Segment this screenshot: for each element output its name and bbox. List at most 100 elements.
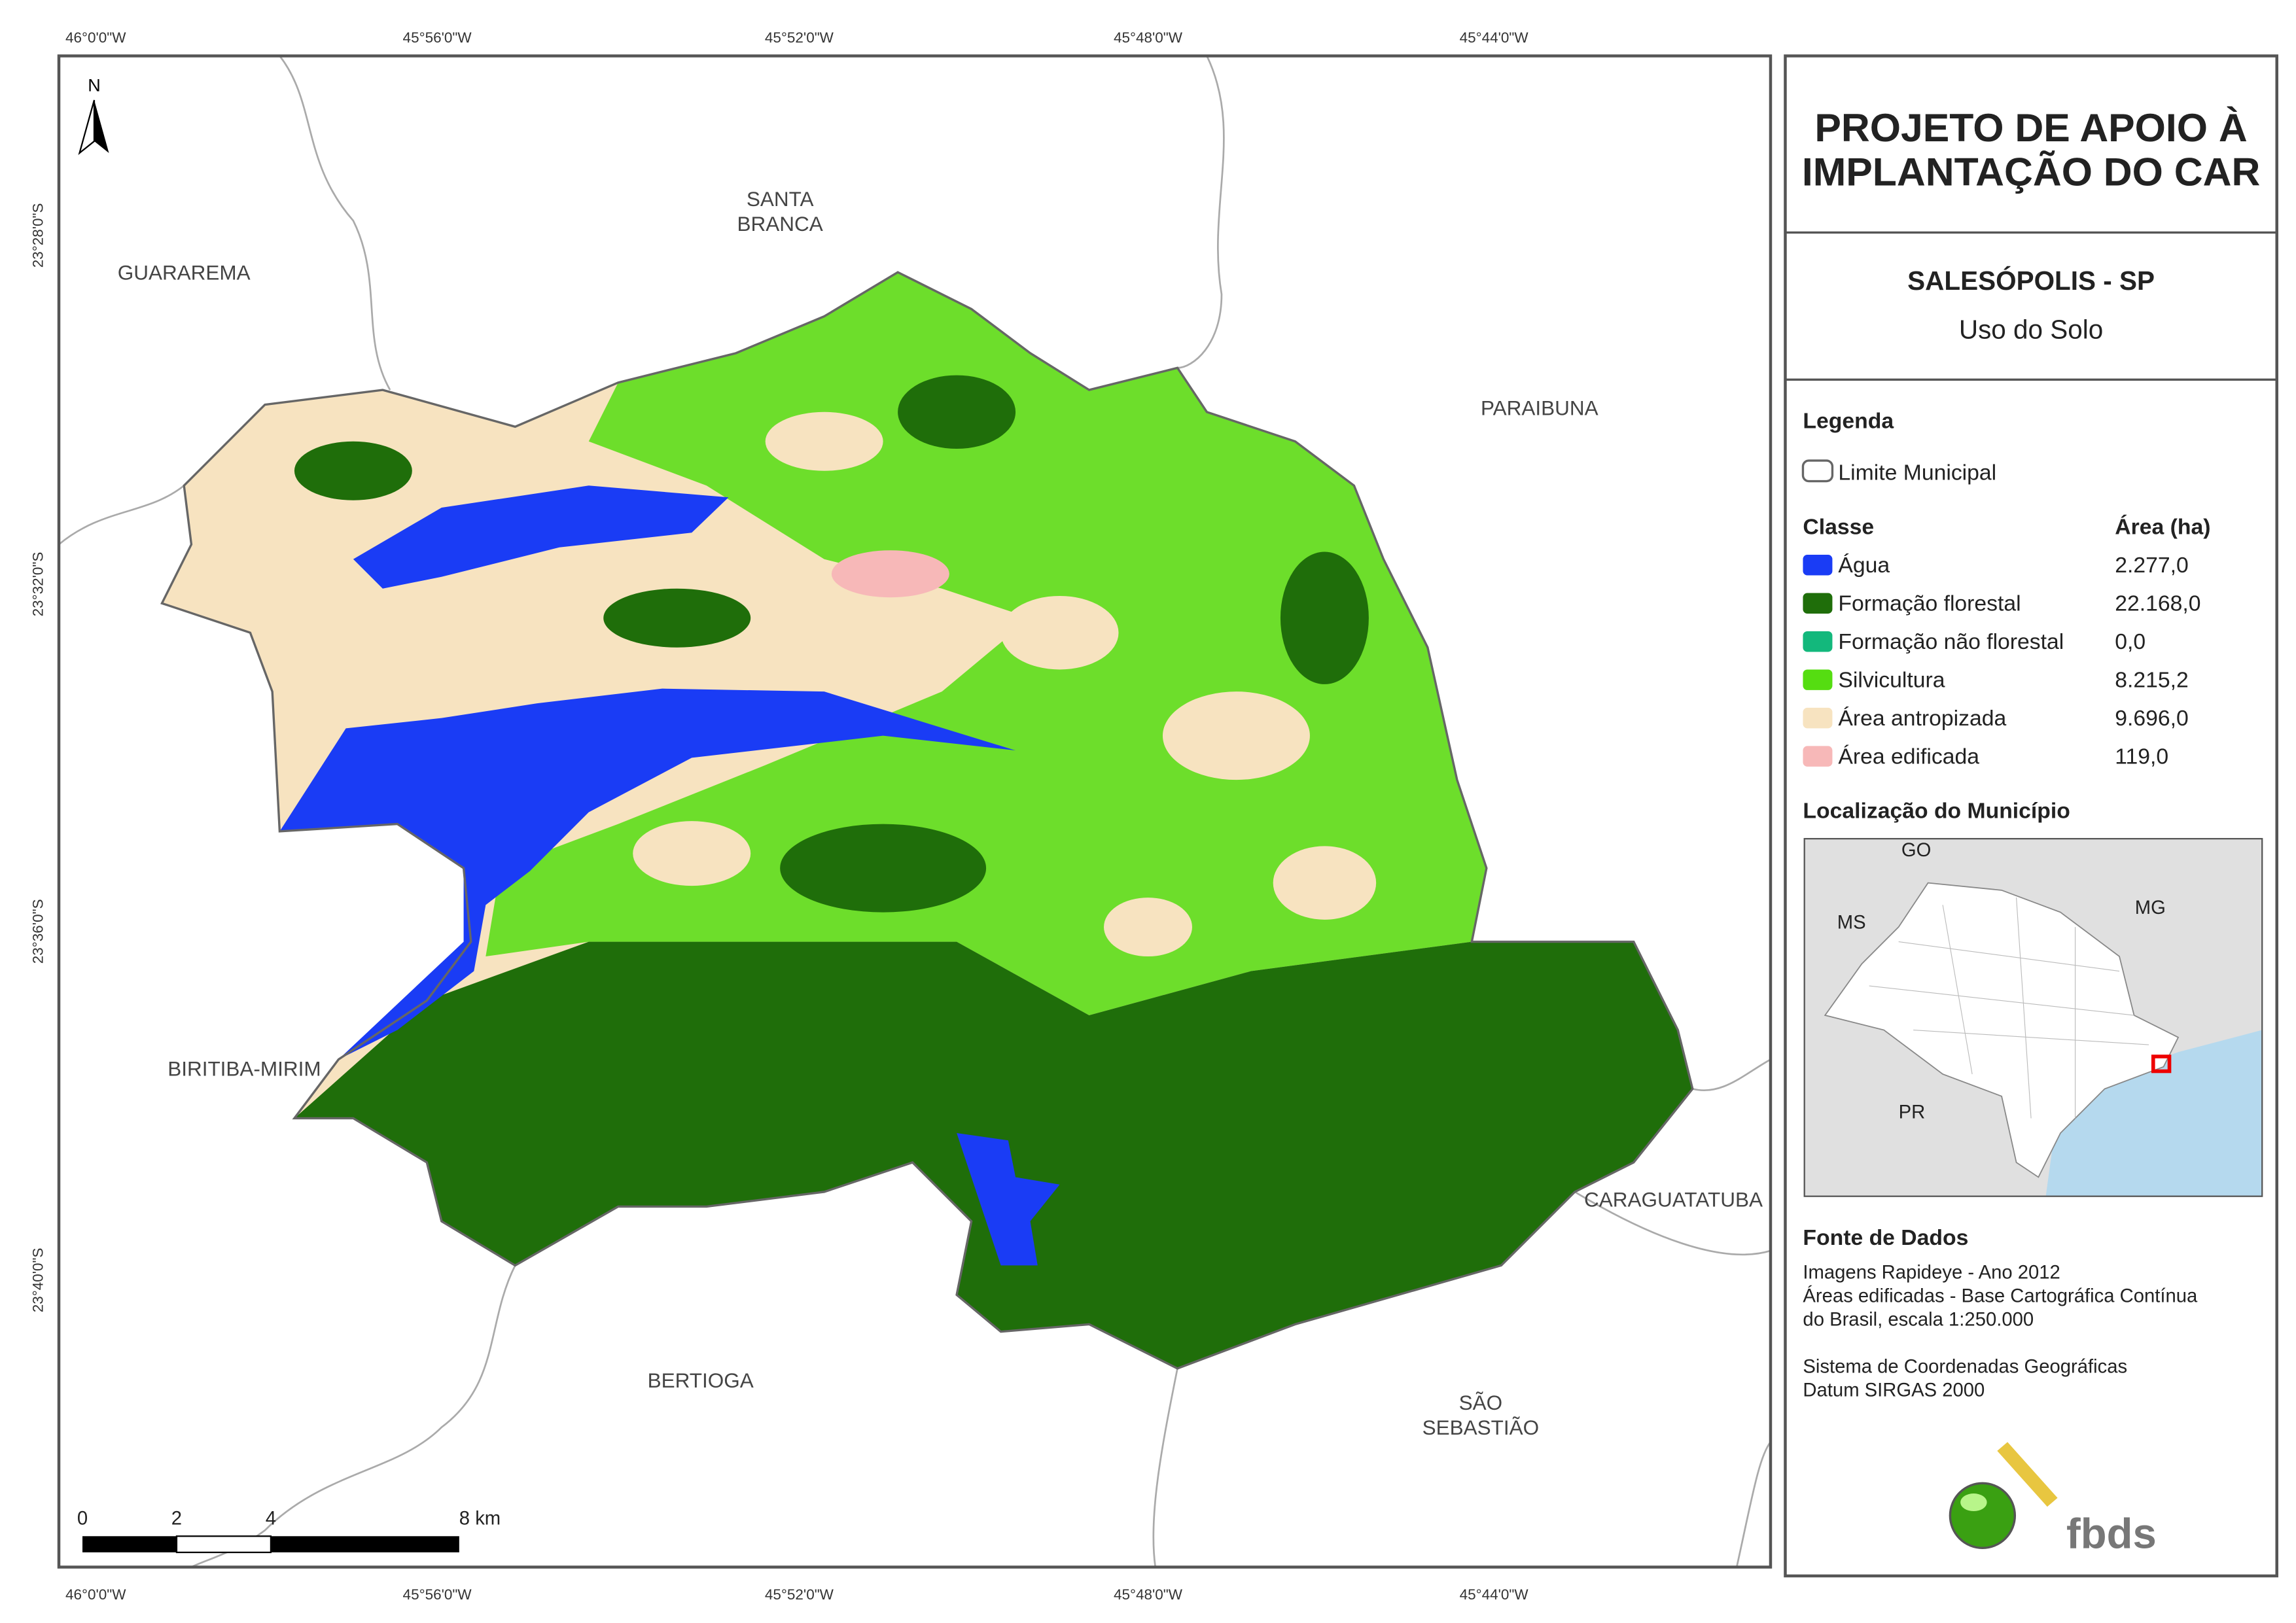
place-label: GUARAREMA — [118, 260, 251, 284]
place-label: SANTA — [747, 187, 814, 211]
patch — [603, 588, 751, 648]
inset-map: GO MS MG PR — [1803, 837, 2263, 1197]
scale-segment — [82, 1536, 177, 1553]
patch — [898, 375, 1016, 449]
logo-text: fbds — [2066, 1509, 2157, 1557]
class-area: 119,0 — [2115, 744, 2168, 769]
municipality: SALESÓPOLIS - SP — [1907, 266, 2155, 296]
class-area: 0,0 — [2115, 629, 2146, 654]
urban-area — [831, 550, 949, 598]
forest-patches — [294, 375, 1369, 913]
class-area: 8.215,2 — [2115, 667, 2189, 692]
class-header: Classe — [1803, 515, 1874, 540]
class-area: 22.168,0 — [2115, 591, 2200, 616]
patch — [1280, 551, 1369, 684]
coord-label: 45°44'0"W — [1460, 1586, 1529, 1603]
north-arrow — [78, 99, 96, 155]
class-name: Formação florestal — [1838, 591, 2021, 616]
panel-frame — [1784, 54, 2278, 1578]
place-label: SÃO — [1459, 1391, 1503, 1414]
patch — [1104, 898, 1192, 957]
coord-label: 23°32'0"S — [29, 552, 46, 617]
boundary-swatch — [1801, 459, 1834, 483]
source-line: Sistema de Coordenadas Geográficas — [1803, 1357, 2127, 1378]
land-patches — [633, 411, 1377, 957]
coord-label: 45°52'0"W — [765, 29, 834, 46]
place-label: SEBASTIÃO — [1422, 1416, 1539, 1439]
coord-label: 45°52'0"W — [765, 1586, 834, 1603]
municipal-boundary — [160, 271, 1694, 1370]
source-line: Áreas edificadas - Base Cartográfica Con… — [1803, 1285, 2198, 1307]
class-area: 9.696,0 — [2115, 706, 2189, 731]
coord-label: 23°28'0"S — [29, 203, 46, 268]
coord-label: 45°56'0"W — [403, 1586, 472, 1603]
coord-label: 45°48'0"W — [1114, 1586, 1183, 1603]
logo: fbds — [1949, 1442, 2157, 1557]
scale-segment — [175, 1535, 272, 1554]
panel: PROJETO DE APOIO À IMPLANTAÇÃO DO CAR SA… — [1784, 54, 2278, 1578]
boundary-line — [58, 485, 185, 546]
class-swatch — [1803, 593, 1833, 614]
logo-circle — [1949, 1482, 2017, 1549]
source-line: Imagens Rapideye - Ano 2012 — [1803, 1263, 2060, 1283]
boundary-line — [1152, 1368, 1178, 1567]
boundary-line — [279, 55, 391, 391]
area-header: Área (ha) — [2115, 515, 2210, 540]
source-line: do Brasil, escala 1:250.000 — [1803, 1310, 2034, 1331]
inset-label: GO — [1901, 840, 1931, 861]
place-label: PARAIBUNA — [1481, 396, 1598, 419]
inset-frame — [1803, 837, 2263, 1197]
coord-label: 45°56'0"W — [403, 29, 472, 46]
coord-label: 45°48'0"W — [1114, 29, 1183, 46]
north-label: N — [88, 75, 101, 95]
map-labels: 46°0'0"W 45°56'0"W 45°52'0"W 45°48'0"W 45°44… — [29, 29, 1763, 1603]
class-area: 2.277,0 — [2115, 553, 2189, 578]
legend-label: Limite Municipal — [1838, 460, 1996, 485]
boundary-line — [1692, 1058, 1771, 1091]
location-marker — [2151, 1055, 2172, 1073]
boundary-line — [1574, 1191, 1771, 1256]
coord-label: 46°0'0"W — [65, 1586, 126, 1603]
reservoir — [353, 485, 729, 589]
source-line: Datum SIRGAS 2000 — [1803, 1380, 1985, 1401]
scale-label: 0 — [77, 1508, 88, 1529]
sources-heading: Fonte de Dados — [1803, 1225, 1968, 1250]
location-heading: Localização do Município — [1803, 799, 2070, 824]
class-swatch — [1803, 554, 1833, 576]
patch — [294, 441, 412, 500]
sea — [2045, 1030, 2263, 1196]
class-name: Área edificada — [1838, 744, 1979, 769]
scale-label: 4 — [266, 1508, 276, 1529]
patch — [1000, 595, 1119, 670]
class-name: Água — [1838, 553, 1890, 578]
patch — [1162, 691, 1310, 780]
inset-label: PR — [1899, 1102, 1926, 1123]
title: PROJETO DE APOIO À — [1814, 105, 2247, 150]
reservoir — [279, 688, 1016, 1060]
coord-label: 23°36'0"S — [29, 899, 46, 964]
map-area: N — [57, 54, 1773, 1569]
patch — [780, 824, 987, 913]
class-swatch — [1803, 707, 1833, 729]
coord-label: 23°40'0"S — [29, 1248, 46, 1313]
coord-label: 45°44'0"W — [1460, 29, 1529, 46]
inset-label: MS — [1837, 912, 1866, 933]
map-frame — [57, 54, 1773, 1569]
patch — [633, 821, 751, 886]
place-label: BRANCA — [737, 212, 823, 236]
patch — [1273, 846, 1377, 920]
class-name: Área antropizada — [1838, 706, 2006, 731]
place-label: BIRITIBA-MIRIM — [168, 1056, 321, 1080]
boundary-line — [1735, 1441, 1772, 1567]
title: IMPLANTAÇÃO DO CAR — [1802, 149, 2260, 194]
place-label: BERTIOGA — [648, 1369, 754, 1392]
logo-highlight — [1960, 1493, 1987, 1512]
class-name: Formação não florestal — [1838, 629, 2064, 654]
coord-label: 46°0'0"W — [65, 29, 126, 46]
inset-label: MG — [2135, 898, 2166, 918]
place-label: CARAGUATATUBA — [1584, 1187, 1763, 1211]
municipality-lines — [1869, 898, 2149, 1119]
logo-bar — [1997, 1442, 2058, 1507]
class-swatch — [1803, 631, 1833, 652]
